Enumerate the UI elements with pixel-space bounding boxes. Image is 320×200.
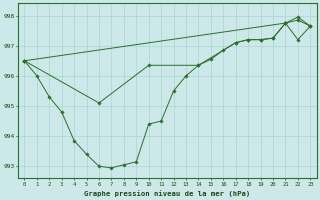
X-axis label: Graphe pression niveau de la mer (hPa): Graphe pression niveau de la mer (hPa)	[84, 190, 251, 197]
